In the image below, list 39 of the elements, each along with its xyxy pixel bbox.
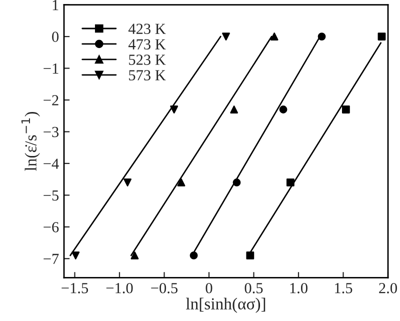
point (378, 32, 386, 40)
x-axis-title: ln[sinh(ασ)] (186, 298, 266, 313)
y-axis-title: ln(ε̇/s$^{−1}$) (21, 112, 40, 171)
point (222, 32, 230, 40)
point (246, 252, 254, 260)
legend-label: 423 K (128, 24, 166, 34)
point (232, 178, 241, 186)
point (177, 178, 186, 186)
point (286, 178, 294, 186)
point (190, 252, 198, 260)
y-tick-label: −5 (44, 190, 59, 201)
x-tick-label: 1.0 (290, 282, 308, 294)
legend-label: 473 K (128, 39, 166, 50)
x-tick-label: −1.0 (106, 282, 133, 294)
point (279, 106, 288, 114)
y-tick-label: 0 (52, 32, 59, 42)
y-tick-label: 1 (52, 0, 58, 10)
x-tick-label: 1.5 (335, 283, 352, 294)
y-tick-label: −3 (44, 126, 59, 138)
point (270, 32, 278, 40)
point (72, 252, 80, 260)
point (124, 178, 132, 186)
x-tick-label: 0.5 (244, 282, 263, 294)
x-tick-label: −0.5 (151, 282, 178, 294)
point (130, 252, 139, 260)
point (230, 106, 238, 114)
y-tick-label: −2 (44, 95, 58, 106)
legend-label: 523 K (129, 54, 166, 65)
legend-label: 573 K (129, 70, 166, 80)
x-tick-label: 2.0 (379, 282, 397, 294)
y-tick-label: −1 (44, 63, 58, 74)
y-tick-label: −7 (44, 254, 59, 264)
x-tick-label: −1.5 (62, 283, 88, 294)
x-tick-label: 0 (206, 282, 212, 294)
point (170, 106, 178, 114)
y-tick-label: −4 (44, 158, 59, 169)
y-tick-label: −6 (44, 222, 59, 232)
point (342, 106, 350, 114)
point (318, 32, 326, 40)
